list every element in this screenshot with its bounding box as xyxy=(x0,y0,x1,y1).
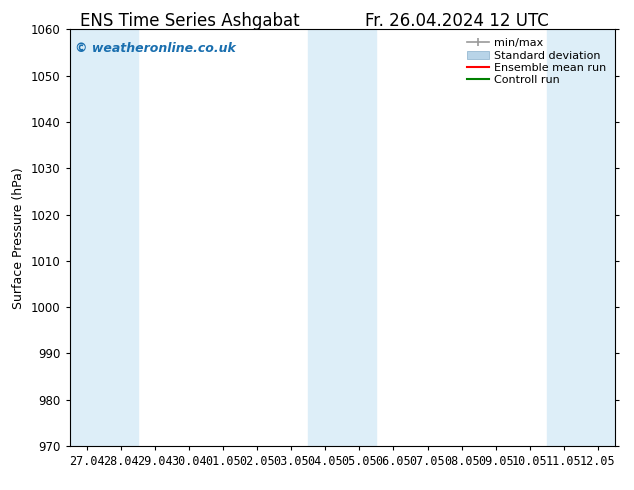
Text: Fr. 26.04.2024 12 UTC: Fr. 26.04.2024 12 UTC xyxy=(365,12,548,30)
Y-axis label: Surface Pressure (hPa): Surface Pressure (hPa) xyxy=(13,167,25,309)
Text: © weatheronline.co.uk: © weatheronline.co.uk xyxy=(75,42,236,55)
Bar xyxy=(308,29,377,446)
Bar xyxy=(70,29,138,446)
Bar xyxy=(547,29,615,446)
Text: ENS Time Series Ashgabat: ENS Time Series Ashgabat xyxy=(81,12,300,30)
Legend: min/max, Standard deviation, Ensemble mean run, Controll run: min/max, Standard deviation, Ensemble me… xyxy=(464,35,609,88)
